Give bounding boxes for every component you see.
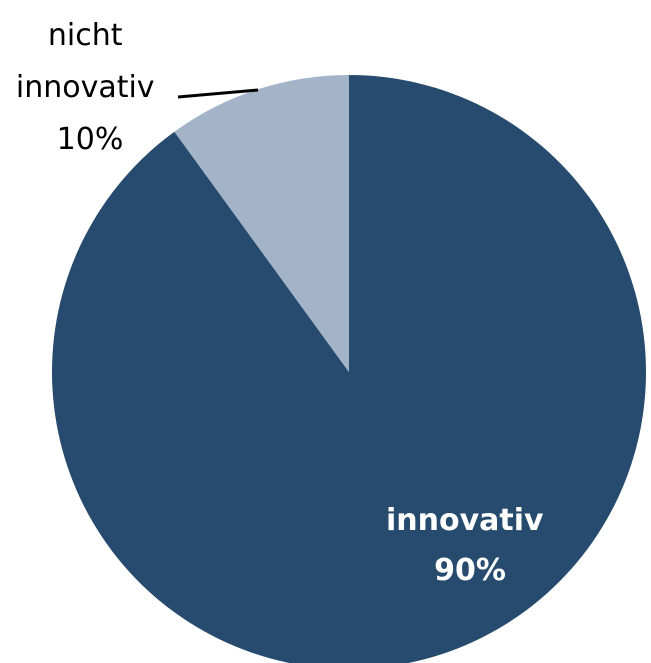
slice-label-innovativ-name: innovativ bbox=[386, 503, 544, 538]
slice-label-nicht-innovativ-value: 10% bbox=[57, 122, 124, 157]
slice-label-nicht-innovativ-line1: nicht bbox=[48, 18, 123, 53]
pie-slice-innovativ bbox=[52, 75, 646, 663]
pie-slices bbox=[52, 74, 646, 663]
leader-line bbox=[177, 88, 259, 99]
slice-label-innovativ: innovativ 90% bbox=[386, 503, 554, 588]
slice-label-innovativ-value: 90% bbox=[434, 553, 506, 588]
pie-slice-nicht-innovativ bbox=[174, 74, 349, 372]
slice-label-nicht-innovativ: nicht innovativ 10% bbox=[16, 18, 164, 157]
slice-label-nicht-innovativ-line2: innovativ bbox=[16, 70, 155, 105]
